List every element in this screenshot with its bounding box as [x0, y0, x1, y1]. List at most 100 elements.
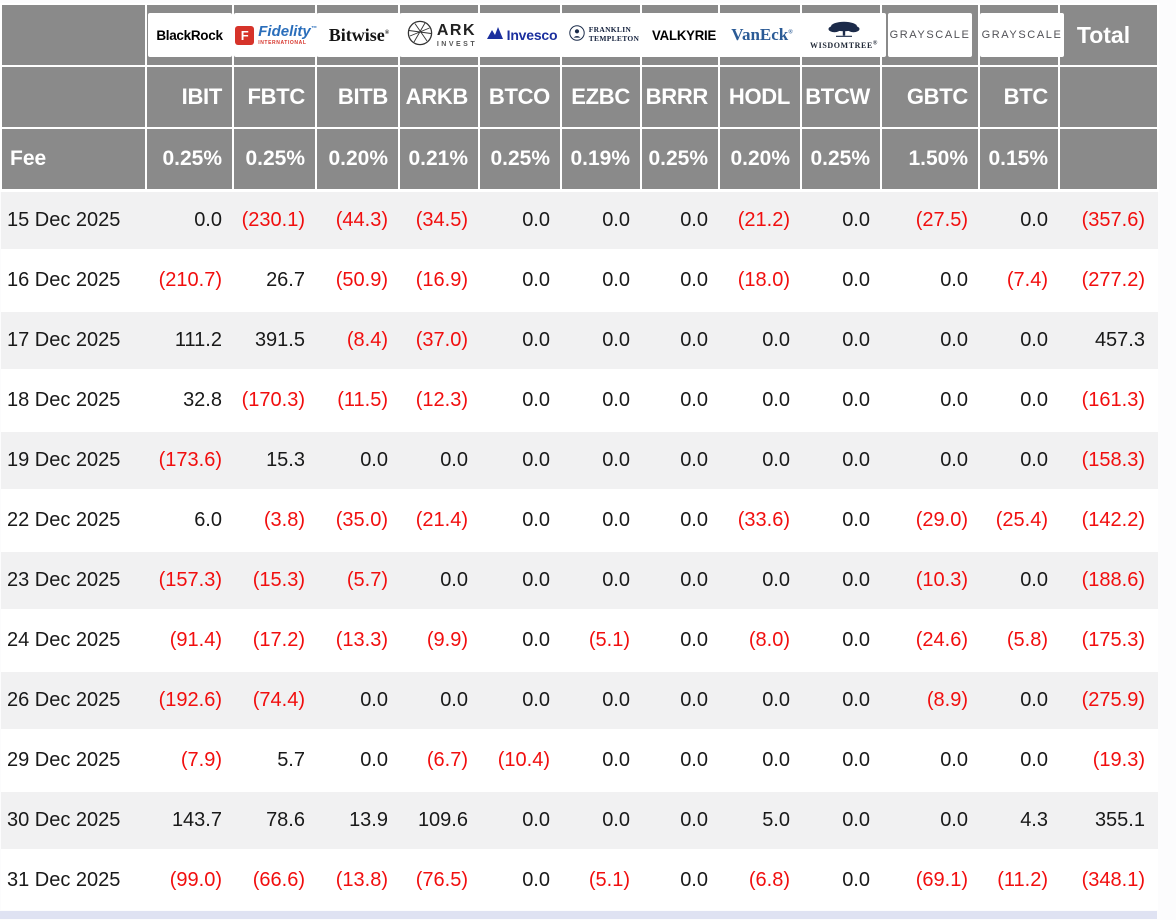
date-cell: 30 Dec 2025 [1, 788, 146, 850]
flow-cell-ibit: (210.7) [146, 248, 233, 310]
flow-value: 111.2 [174, 328, 222, 351]
flow-value: 0.0 [522, 628, 550, 651]
flow-cell-btcw: 0.0 [801, 788, 881, 850]
flow-cell-gbtc: (69.1) [881, 848, 979, 910]
flow-value: 0.0 [1020, 688, 1048, 711]
flow-cell-brrr: 0.0 [641, 668, 719, 730]
flow-cell-hodl: 0.0 [719, 548, 801, 610]
flow-cell-arkb: (6.7) [399, 728, 479, 790]
flow-value: 5.0 [762, 808, 790, 831]
header-corner-cell [0, 3, 147, 67]
flow-cell-arkb: (76.5) [399, 848, 479, 910]
total-cell: (142.2) [1059, 488, 1158, 550]
flow-value: 32.8 [183, 388, 222, 411]
flow-value: (74.4) [252, 688, 305, 711]
franklin-line: FRANKLIN [588, 25, 632, 35]
flow-cell-fbtc: (170.3) [233, 368, 316, 430]
flow-cell-brrr: 0.0 [641, 788, 719, 850]
flow-cell-arkb: 0.0 [399, 428, 479, 490]
ticker-row: IBIT FBTC BITB ARKB BTCO EZBC BRRR HODL BTCW GBTC… [0, 65, 1159, 129]
franklin-logo: FRANKLIN TEMPLETON [562, 13, 646, 57]
flow-cell-brrr: 0.0 [641, 608, 719, 670]
flow-cell-hodl: (18.0) [719, 248, 801, 310]
flow-cell-gbtc: (10.3) [881, 548, 979, 610]
date-cell: 26 Dec 2025 [1, 668, 146, 730]
flow-value: 0.0 [842, 748, 870, 771]
flow-cell-hodl: (33.6) [719, 488, 801, 550]
flow-value: 0.0 [842, 508, 870, 531]
flow-value: (158.3) [1081, 448, 1145, 471]
flow-value: 0.0 [762, 388, 790, 411]
ticker-row-corner-cell [0, 65, 147, 129]
flow-cell-bitb: (44.3) [316, 188, 399, 250]
date-cell: 29 Dec 2025 [1, 728, 146, 790]
flow-cell-btcw: 0.0 [801, 608, 881, 670]
flow-value: (192.6) [158, 688, 222, 711]
fee-ibit: 0.25% [145, 127, 234, 191]
flow-cell-btcw: 0.0 [801, 548, 881, 610]
flow-value: 0.0 [522, 328, 550, 351]
registered-symbol: ® [384, 29, 390, 36]
flow-cell-gbtc: 0.0 [881, 728, 979, 790]
flow-cell-ezbc: 0.0 [561, 308, 641, 370]
summary-row-partial [0, 911, 1157, 919]
flow-cell-bitb: (13.8) [316, 848, 399, 910]
logo-cell-hodl: VanEck® [718, 3, 804, 67]
flow-value: 0.0 [1020, 748, 1048, 771]
flow-cell-btcw: 0.0 [801, 488, 881, 550]
flow-cell-btco: 0.0 [479, 188, 561, 250]
total-cell: (175.3) [1059, 608, 1158, 670]
flow-value: (7.4) [1006, 268, 1048, 291]
flow-value: (348.1) [1081, 869, 1145, 892]
flow-value: 0.0 [680, 628, 708, 651]
flow-cell-gbtc: (24.6) [881, 608, 979, 670]
flow-value: 26.7 [266, 268, 305, 291]
flow-value: 0.0 [762, 748, 790, 771]
wisdomtree-name: WISDOMTREE® [810, 39, 878, 50]
grayscale-wordmark: GRAYSCALE [981, 29, 1063, 41]
ticker-arkb: ARKB [398, 65, 480, 129]
flow-value: 0.0 [602, 688, 630, 711]
flow-value: (44.3) [335, 208, 388, 231]
flow-value: (11.2) [997, 869, 1048, 892]
flow-cell-arkb: (16.9) [399, 248, 479, 310]
flow-cell-brrr: 0.0 [641, 188, 719, 250]
issuer-logo-row: BlackRock F Fidelity™ INTERNATIONAL Bitwise®… [0, 3, 1159, 67]
flow-cell-hodl: (6.8) [719, 848, 801, 910]
fee-btcw: 0.25% [800, 127, 882, 191]
flow-cell-ibit: 143.7 [146, 788, 233, 850]
flow-value: 0.0 [440, 568, 468, 591]
flow-cell-arkb: (12.3) [399, 368, 479, 430]
logo-cell-arkb: ARK INVEST [398, 3, 484, 67]
logo-cell-ibit: BlackRock [145, 3, 234, 67]
flow-cell-gbtc: 0.0 [881, 428, 979, 490]
flow-cell-fbtc: 78.6 [233, 788, 316, 850]
flow-cell-btco: 0.0 [479, 428, 561, 490]
flow-value: 0.0 [194, 208, 222, 231]
flow-cell-btco: 0.0 [479, 368, 561, 430]
flow-value: 355.1 [1094, 808, 1145, 831]
etf-flow-table: BlackRock F Fidelity™ INTERNATIONAL Bitwise®… [0, 3, 1159, 910]
flow-value: (6.7) [426, 748, 468, 771]
flow-cell-btc: (5.8) [979, 608, 1059, 670]
flow-value: (188.6) [1081, 568, 1145, 591]
flow-cell-hodl: 0.0 [719, 308, 801, 370]
flow-value: 0.0 [680, 508, 708, 531]
flow-cell-btco: 0.0 [479, 788, 561, 850]
row-18-dec-2025: 18 Dec 2025 32.8 (170.3) (11.5) (12.3) 0.0 0.0… [1, 368, 1158, 430]
flow-cell-btc: 0.0 [979, 188, 1059, 250]
flow-cell-ibit: 6.0 [146, 488, 233, 550]
flow-cell-arkb: (34.5) [399, 188, 479, 250]
flow-cell-btc: 0.0 [979, 368, 1059, 430]
flow-value: 0.0 [602, 808, 630, 831]
flow-value: (34.5) [415, 208, 468, 231]
flow-cell-btc: 4.3 [979, 788, 1059, 850]
bitwise-wordmark: Bitwise® [328, 24, 390, 45]
flow-cell-ibit: (157.3) [146, 548, 233, 610]
total-cell: (275.9) [1059, 668, 1158, 730]
flow-value: 0.0 [680, 808, 708, 831]
fee-brrr: 0.25% [640, 127, 720, 191]
flow-value: 0.0 [522, 508, 550, 531]
fidelity-subtext: INTERNATIONAL [258, 40, 307, 46]
